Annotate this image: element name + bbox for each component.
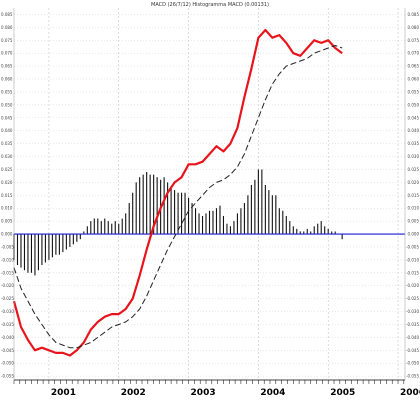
y-tick-label-left: -0.050 [1,361,14,366]
y-tick-label-right: -0.035 [406,322,419,327]
y-tick-label-left: -0.015 [1,270,14,275]
y-tick-label-left: -0.055 [1,374,14,379]
y-tick-label-right: -0.040 [406,335,419,340]
y-tick-label-left: 0.055 [1,89,13,94]
y-tick-label-left: -0.030 [1,309,14,314]
y-tick-label-left: -0.040 [1,335,14,340]
y-tick-label-right: 0.005 [408,219,420,224]
y-tick-label-left: -0.020 [1,283,14,288]
y-tick-label-right: -0.005 [406,244,419,249]
y-tick-label-left: 0.000 [1,232,13,237]
y-tick-label-right: 0.080 [408,25,420,30]
y-tick-label-right: 0.035 [408,141,420,146]
y-tick-label-right: -0.030 [406,309,419,314]
y-tick-label-right: -0.010 [406,257,419,262]
axes [13,8,406,384]
y-tick-label-right: 0.040 [408,128,420,133]
y-tick-label-left: -0.005 [1,244,14,249]
line-series [12,28,343,357]
signal-line [13,45,343,349]
y-tick-label-left: 0.005 [1,219,13,224]
y-tick-label-left: 0.045 [1,115,13,120]
y-tick-label-right: 0.015 [408,193,420,198]
y-tick-label-right: 0.075 [408,38,420,43]
y-tick-label-left: -0.035 [1,322,14,327]
y-tick-label-right: 0.070 [408,51,420,56]
y-tick-label-left: -0.045 [1,348,14,353]
y-tick-label-left: 0.075 [1,38,13,43]
y-tick-label-right: 0.065 [408,64,420,69]
y-tick-label-left: 0.010 [1,206,13,211]
x-tick-label: 2005 [330,388,355,398]
y-tick-label-right: 0.030 [408,154,420,159]
macd-line [12,28,343,357]
y-tick-label-right: 0.025 [408,167,420,172]
y-tick-label-left: 0.085 [1,12,13,17]
y-tick-label-left: 0.065 [1,64,13,69]
x-tick-label: 2006 [400,388,420,398]
y-tick-label-right: -0.050 [406,361,419,366]
y-tick-label-left: 0.025 [1,167,13,172]
y-tick-label-left: 0.020 [1,180,13,185]
y-tick-label-left: 0.035 [1,141,13,146]
x-tick-label: 2002 [121,388,146,398]
y-tick-label-left: 0.080 [1,25,13,30]
y-tick-label-right: 0.050 [408,102,420,107]
y-tick-label-right: 0.000 [408,232,420,237]
y-tick-label-right: 0.085 [408,12,420,17]
y-tick-label-left: 0.070 [1,51,13,56]
y-tick-label-left: -0.025 [1,296,14,301]
tick-labels: 0.085 0.085 0.080 0.080 0.075 0.075 0.070 0.070… [1,12,420,398]
y-tick-label-left: 0.015 [1,193,13,198]
y-tick-label-right: 0.060 [408,77,420,82]
y-tick-label-right: 0.045 [408,115,420,120]
x-tick-label: 2001 [51,388,76,398]
x-tick-label: 2004 [260,388,285,398]
y-tick-label-right: 0.020 [408,180,420,185]
y-tick-label-right: -0.015 [406,270,419,275]
y-tick-label-left: 0.050 [1,102,13,107]
x-tick-label: 2003 [191,388,216,398]
y-tick-label-right: -0.025 [406,296,419,301]
y-tick-label-right: 0.055 [408,89,420,94]
y-tick-label-left: 0.060 [1,77,13,82]
y-tick-label-right: 0.010 [408,206,420,211]
y-tick-label-right: -0.045 [406,348,419,353]
chart-title: MACD (26/7/12) Histogramma MACD (0.00131… [151,2,269,8]
y-tick-label-right: -0.055 [406,374,419,379]
histogram-series [13,169,343,276]
y-tick-label-right: -0.020 [406,283,419,288]
y-tick-label-left: 0.030 [1,154,13,159]
y-tick-label-left: -0.010 [1,257,14,262]
y-tick-label-left: 0.040 [1,128,13,133]
